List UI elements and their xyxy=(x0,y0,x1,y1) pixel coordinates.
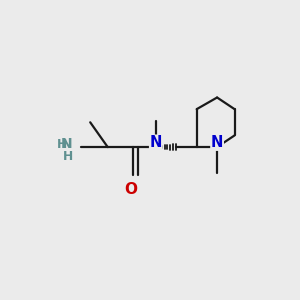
Text: N: N xyxy=(150,135,162,150)
Text: H: H xyxy=(57,138,68,151)
Text: H: H xyxy=(62,150,73,163)
Text: N: N xyxy=(61,137,73,151)
Text: O: O xyxy=(124,182,137,197)
Text: N: N xyxy=(211,135,223,150)
